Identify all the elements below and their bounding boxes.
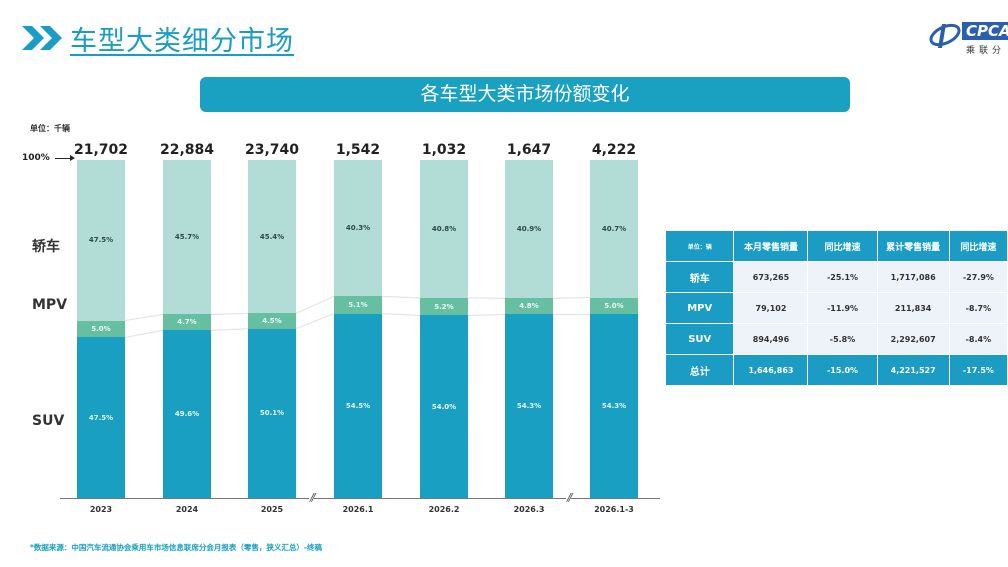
bar-segment-sedan: 40.9% — [505, 160, 553, 299]
table-header: 本月零售销量 — [734, 231, 808, 261]
stacked-bar: 40.8% 5.2% 54.0% — [420, 160, 468, 498]
x-axis-label: 2026.3 — [513, 505, 545, 514]
table-cell: 2,292,607 — [877, 324, 949, 354]
row-header: 总计 — [666, 355, 734, 385]
table-cell: 4,221,527 — [877, 355, 949, 385]
pct100-marker: 100% — [22, 153, 75, 163]
table-cell: -8.7% — [949, 293, 1007, 323]
bar-total-label: 23,740 — [244, 142, 300, 158]
table-row: SUV 894,496 -5.8% 2,292,607 -8.4% — [666, 324, 1007, 354]
arrow-right-icon — [54, 154, 75, 161]
table-header: 单位：辆 — [666, 231, 734, 261]
bar-segment-suv: 50.1% — [248, 328, 296, 498]
x-axis-label: 2026.2 — [428, 505, 460, 514]
category-label-sedan: 轿车 — [32, 239, 60, 255]
logo-swirl-icon — [929, 23, 961, 48]
table-cell: -27.9% — [949, 262, 1007, 292]
bar-segment-sedan: 40.8% — [420, 160, 468, 298]
category-label-suv: SUV — [32, 413, 65, 429]
stacked-bar: 40.9% 4.8% 54.3% — [505, 160, 553, 498]
stacked-bar: 45.7% 4.7% 49.6% — [163, 160, 211, 498]
table-header-row: 单位：辆 本月零售销量 同比增速 累计零售销量 同比增速 — [666, 231, 1007, 261]
bar-segment-suv: 54.0% — [420, 315, 468, 498]
unit-label: 单位：千辆 — [30, 124, 70, 133]
logo-brand: CPCA — [962, 22, 1008, 40]
table-cell: 894,496 — [734, 324, 808, 354]
table-cell: -11.9% — [808, 293, 877, 323]
table-row: MPV 79,102 -11.9% 211,834 -8.7% — [666, 293, 1007, 323]
table-row-total: 总计 1,646,863 -15.0% 4,221,527 -17.5% — [666, 355, 1007, 385]
table-cell: -5.8% — [808, 324, 877, 354]
stacked-bar: 45.4% 4.5% 50.1% — [248, 160, 296, 498]
stacked-bar: 40.7% 5.0% 54.3% — [590, 160, 638, 498]
table-cell: -15.0% — [808, 355, 877, 385]
sales-table: 单位：辆 本月零售销量 同比增速 累计零售销量 同比增速 轿车 673,265 … — [665, 230, 1008, 386]
table-header: 同比增速 — [808, 231, 877, 261]
bar-segment-sedan: 47.5% — [77, 160, 125, 321]
sales-table-container: 单位：辆 本月零售销量 同比增速 累计零售销量 同比增速 轿车 673,265 … — [660, 225, 1008, 415]
bar-segment-mpv: 4.8% — [505, 298, 553, 315]
bar-segment-mpv: 5.2% — [420, 297, 468, 316]
table-cell: 1,717,086 — [877, 262, 949, 292]
x-axis-label: 2023 — [89, 505, 113, 514]
table-cell: -25.1% — [808, 262, 877, 292]
table-cell: 211,834 — [877, 293, 949, 323]
stacked-bar: 47.5% 5.0% 47.5% — [77, 160, 125, 498]
chart-title-banner: 各车型大类市场份额变化 — [200, 77, 850, 112]
x-axis-label: 2025 — [260, 505, 284, 514]
table-cell: 673,265 — [734, 262, 808, 292]
x-axis-label: 2026.1-3 — [594, 505, 634, 514]
table-cell: -17.5% — [949, 355, 1007, 385]
page-header: 车型大类细分市场 — [22, 18, 294, 58]
bar-segment-sedan: 45.7% — [163, 160, 211, 315]
table-cell: 79,102 — [734, 293, 808, 323]
axis-break-icon: // — [566, 491, 573, 504]
x-axis-label: 2026.1 — [342, 505, 374, 514]
bar-total-label: 1,032 — [421, 142, 467, 158]
data-source-footnote: *数据来源：中国汽车流通协会乘用车市场信息联席分会月报表（零售，狭义汇总）-终稿 — [30, 543, 323, 552]
pct100-label: 100% — [22, 153, 50, 163]
bar-total-label: 21,702 — [73, 142, 129, 158]
bar-segment-suv: 49.6% — [163, 330, 211, 498]
bar-total-label: 1,647 — [506, 142, 552, 158]
table-header: 累计零售销量 — [877, 231, 949, 261]
table-row: 轿车 673,265 -25.1% 1,717,086 -27.9% — [666, 262, 1007, 292]
bar-segment-suv: 54.3% — [505, 314, 553, 498]
bar-segment-mpv: 5.0% — [77, 320, 125, 338]
category-label-mpv: MPV — [32, 297, 68, 313]
cpca-logo: CPCA 乘联分 — [928, 18, 1008, 58]
row-header: SUV — [666, 324, 734, 354]
bar-segment-suv: 54.5% — [334, 313, 382, 498]
table-cell: 1,646,863 — [734, 355, 808, 385]
bar-segment-mpv: 5.0% — [590, 297, 638, 315]
bar-segment-suv: 54.3% — [590, 314, 638, 498]
bar-segment-mpv: 4.7% — [163, 314, 211, 331]
logo-subtext: 乘联分 — [966, 46, 1006, 56]
bar-segment-sedan: 40.3% — [334, 160, 382, 297]
double-chevron-right-icon — [22, 24, 64, 52]
row-header: 轿车 — [666, 262, 734, 292]
bar-total-label: 22,884 — [159, 142, 215, 158]
axis-break-icon: // — [309, 491, 316, 504]
bar-segment-sedan: 40.7% — [590, 160, 638, 298]
table-cell: -8.4% — [949, 324, 1007, 354]
table-header: 同比增速 — [949, 231, 1007, 261]
stacked-bar: 40.3% 5.1% 54.5% — [334, 160, 382, 498]
row-header: MPV — [666, 293, 734, 323]
x-axis — [60, 498, 660, 499]
bar-segment-mpv: 5.1% — [334, 296, 382, 314]
bar-segment-suv: 47.5% — [77, 337, 125, 498]
bar-total-label: 4,222 — [591, 142, 637, 158]
x-axis-label: 2024 — [175, 505, 199, 514]
bar-segment-sedan: 45.4% — [248, 160, 296, 314]
page-title: 车型大类细分市场 — [70, 25, 294, 57]
bar-segment-mpv: 4.5% — [248, 313, 296, 329]
bar-total-label: 1,542 — [335, 142, 381, 158]
